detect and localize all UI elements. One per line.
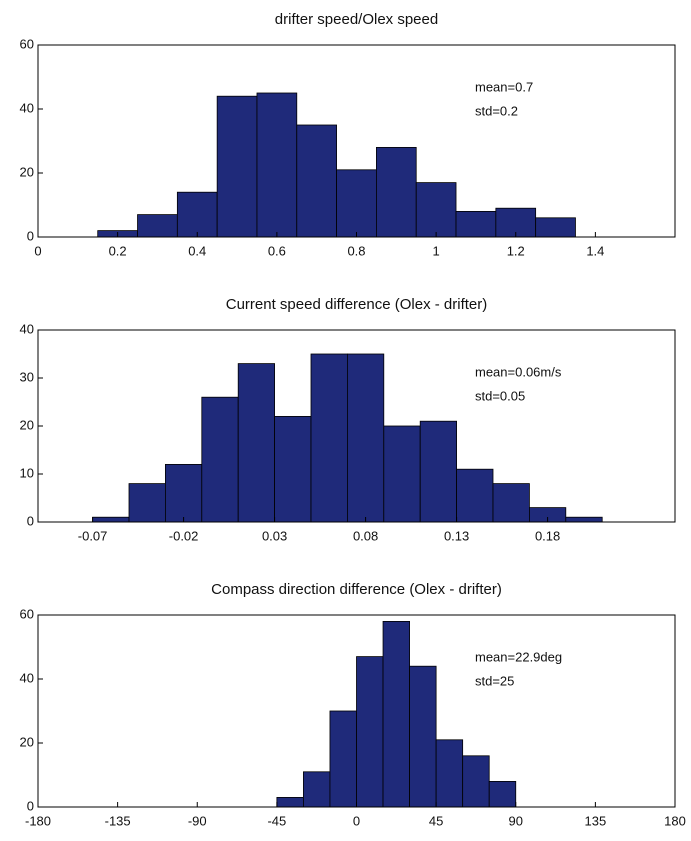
bar (201, 396, 239, 523)
y-tick-label: 0 (27, 513, 34, 528)
x-tick-label: 0 (353, 813, 360, 828)
bar (565, 516, 603, 523)
x-tick-label: 90 (509, 813, 523, 828)
bar (276, 797, 304, 808)
bar (237, 363, 275, 523)
x-tick-label: 0.8 (347, 243, 365, 258)
x-tick-label: 1 (433, 243, 440, 258)
x-tick-label: 0.13 (444, 528, 469, 543)
bar (137, 214, 178, 238)
y-tick-label: 40 (20, 670, 34, 685)
annotation: std=25 (475, 673, 514, 688)
bar (462, 755, 490, 808)
y-tick-label: 20 (20, 164, 34, 179)
annotation: std=0.05 (475, 388, 525, 403)
x-tick-label: 0.2 (109, 243, 127, 258)
chart-title: Compass direction difference (Olex - dri… (211, 581, 502, 598)
bar (492, 483, 530, 523)
bar (535, 217, 576, 238)
x-tick-label: 45 (429, 813, 443, 828)
bar (164, 463, 203, 523)
annotation: mean=22.9deg (475, 649, 562, 664)
x-tick-label: -135 (105, 813, 131, 828)
bar (382, 621, 410, 808)
bar (256, 92, 298, 238)
y-tick-label: 40 (20, 100, 34, 115)
bar (329, 710, 357, 808)
x-tick-label: 0.6 (268, 243, 286, 258)
y-tick-label: 40 (20, 321, 34, 336)
y-tick-label: 60 (20, 36, 34, 51)
y-tick-label: 10 (20, 465, 34, 480)
chart-title: Current speed difference (Olex - drifter… (226, 296, 488, 313)
bar (488, 781, 517, 808)
x-tick-label: 0.18 (535, 528, 560, 543)
bar (419, 420, 458, 523)
annotation: mean=0.06m/s (475, 364, 562, 379)
bar (92, 516, 130, 523)
annotation: std=0.2 (475, 103, 518, 118)
y-tick-label: 30 (20, 369, 34, 384)
x-tick-label: -180 (25, 813, 51, 828)
x-tick-label: 135 (585, 813, 607, 828)
bar (409, 665, 437, 808)
bar (346, 353, 385, 523)
bar (296, 124, 337, 238)
x-tick-label: -0.07 (78, 528, 108, 543)
bar (383, 425, 421, 523)
bar (415, 182, 457, 238)
bar (216, 95, 258, 238)
bar (310, 353, 348, 523)
x-tick-label: -90 (188, 813, 207, 828)
bar (376, 146, 417, 238)
bar (176, 191, 218, 238)
bar (274, 415, 312, 523)
y-tick-label: 20 (20, 417, 34, 432)
bar (356, 656, 384, 808)
bar (128, 483, 166, 523)
y-tick-label: 0 (27, 228, 34, 243)
annotation: mean=0.7 (475, 79, 533, 94)
x-tick-label: 0.08 (353, 528, 378, 543)
x-tick-label: 1.2 (507, 243, 525, 258)
bar (336, 169, 377, 238)
x-tick-label: 0 (34, 243, 41, 258)
y-tick-label: 60 (20, 606, 34, 621)
bar (455, 210, 497, 238)
x-tick-label: 180 (664, 813, 686, 828)
x-tick-label: -45 (267, 813, 286, 828)
x-tick-label: 1.4 (586, 243, 604, 258)
x-tick-label: 0.03 (262, 528, 287, 543)
chart-title: drifter speed/Olex speed (275, 11, 438, 28)
bar (435, 739, 464, 808)
x-tick-label: 0.4 (188, 243, 206, 258)
y-tick-label: 0 (27, 798, 34, 813)
y-tick-label: 20 (20, 734, 34, 749)
bar (456, 468, 494, 523)
x-tick-label: -0.02 (169, 528, 199, 543)
bar (303, 771, 331, 808)
